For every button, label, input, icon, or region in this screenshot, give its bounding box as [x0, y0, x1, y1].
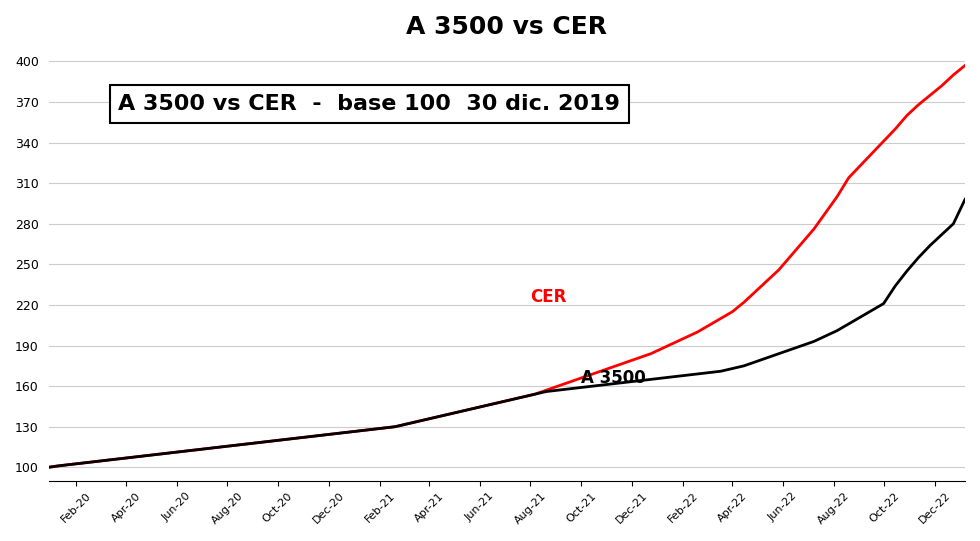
Text: CER: CER: [530, 288, 566, 306]
Text: A 3500 vs CER  -  base 100  30 dic. 2019: A 3500 vs CER - base 100 30 dic. 2019: [119, 94, 620, 114]
Text: A 3500: A 3500: [581, 370, 646, 387]
Title: A 3500 vs CER: A 3500 vs CER: [407, 15, 608, 39]
